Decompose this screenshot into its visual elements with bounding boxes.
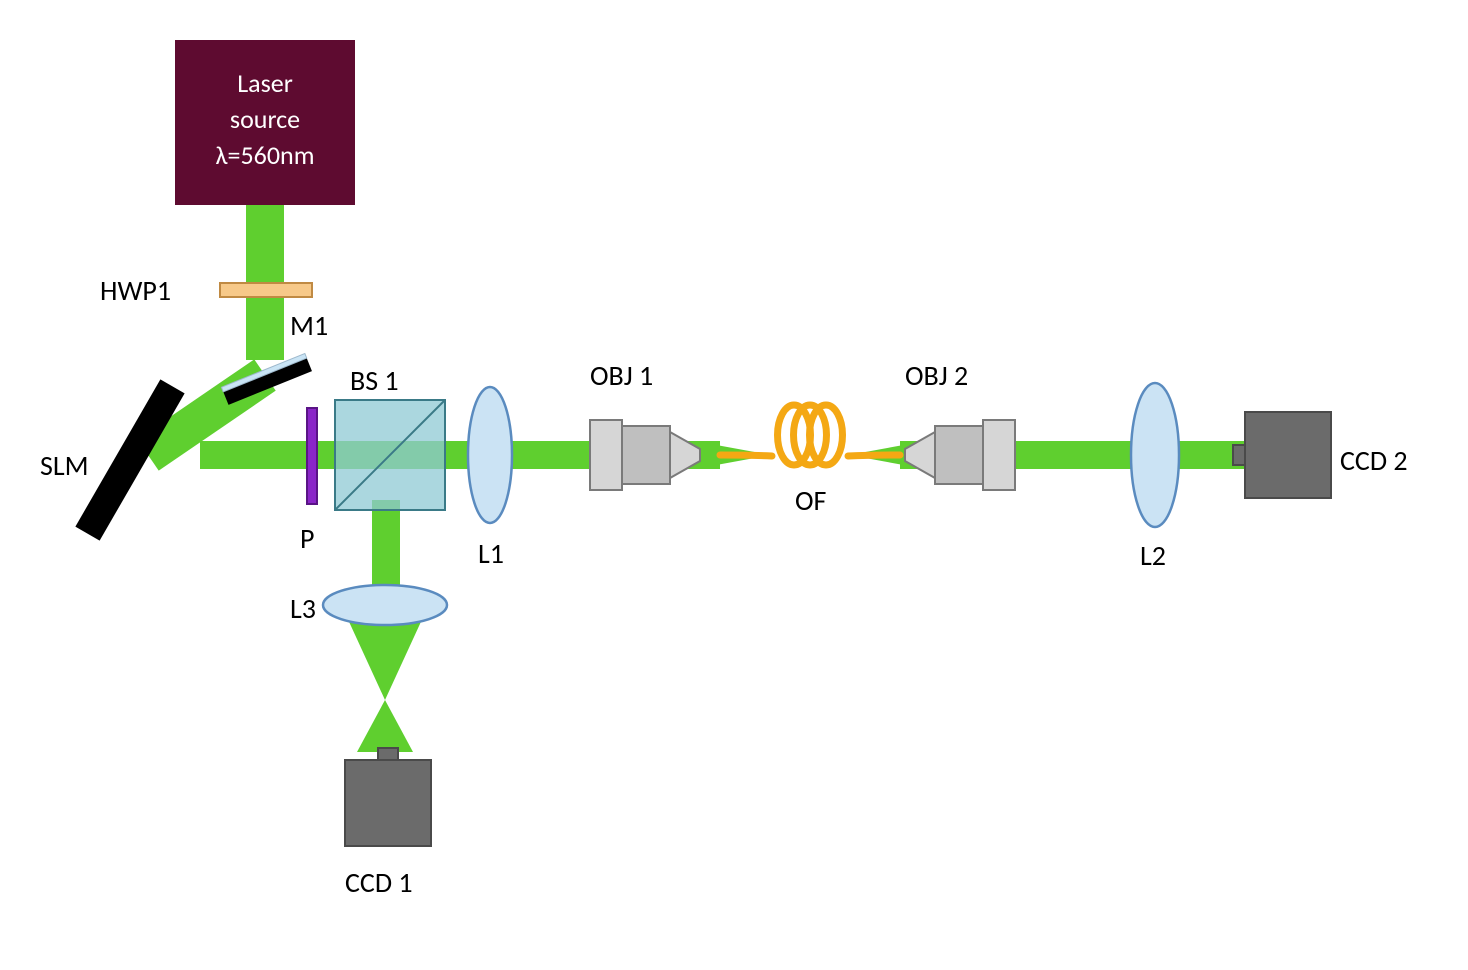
beam-cone	[357, 700, 413, 752]
label-ccd2: CCD 2	[1340, 443, 1408, 478]
label-slm: SLM	[40, 448, 89, 483]
label-p: P	[300, 521, 314, 556]
label-of: OF	[795, 483, 827, 518]
laser-label-line3: λ=560nm	[216, 139, 315, 171]
lens-l2	[1131, 383, 1179, 527]
label-ccd1: CCD 1	[345, 865, 413, 900]
objective-2	[905, 420, 1015, 490]
lens-l3	[323, 585, 447, 625]
label-obj1: OBJ 1	[590, 358, 653, 393]
label-l2: L2	[1140, 538, 1166, 573]
laser-label-line1: Laser	[237, 67, 293, 99]
objective-1	[590, 420, 700, 490]
label-m1: M1	[290, 308, 328, 343]
ccd-2	[1233, 412, 1331, 498]
optical-fiber	[720, 405, 900, 465]
label-bs1: BS 1	[350, 363, 399, 398]
half-wave-plate	[220, 283, 312, 297]
optical-setup-diagram: Laser source λ=560nm HWP1 M1 SLM P BS 1 L1 L2 L3 OB…	[0, 0, 1468, 970]
label-l1: L1	[478, 536, 504, 571]
label-obj2: OBJ 2	[905, 358, 968, 393]
label-l3: L3	[290, 591, 316, 626]
ccd-1	[345, 748, 431, 846]
polarizer	[307, 408, 317, 504]
label-hwp1: HWP1	[100, 273, 171, 308]
lens-l1	[468, 387, 512, 523]
laser-label-line2: source	[230, 103, 300, 135]
